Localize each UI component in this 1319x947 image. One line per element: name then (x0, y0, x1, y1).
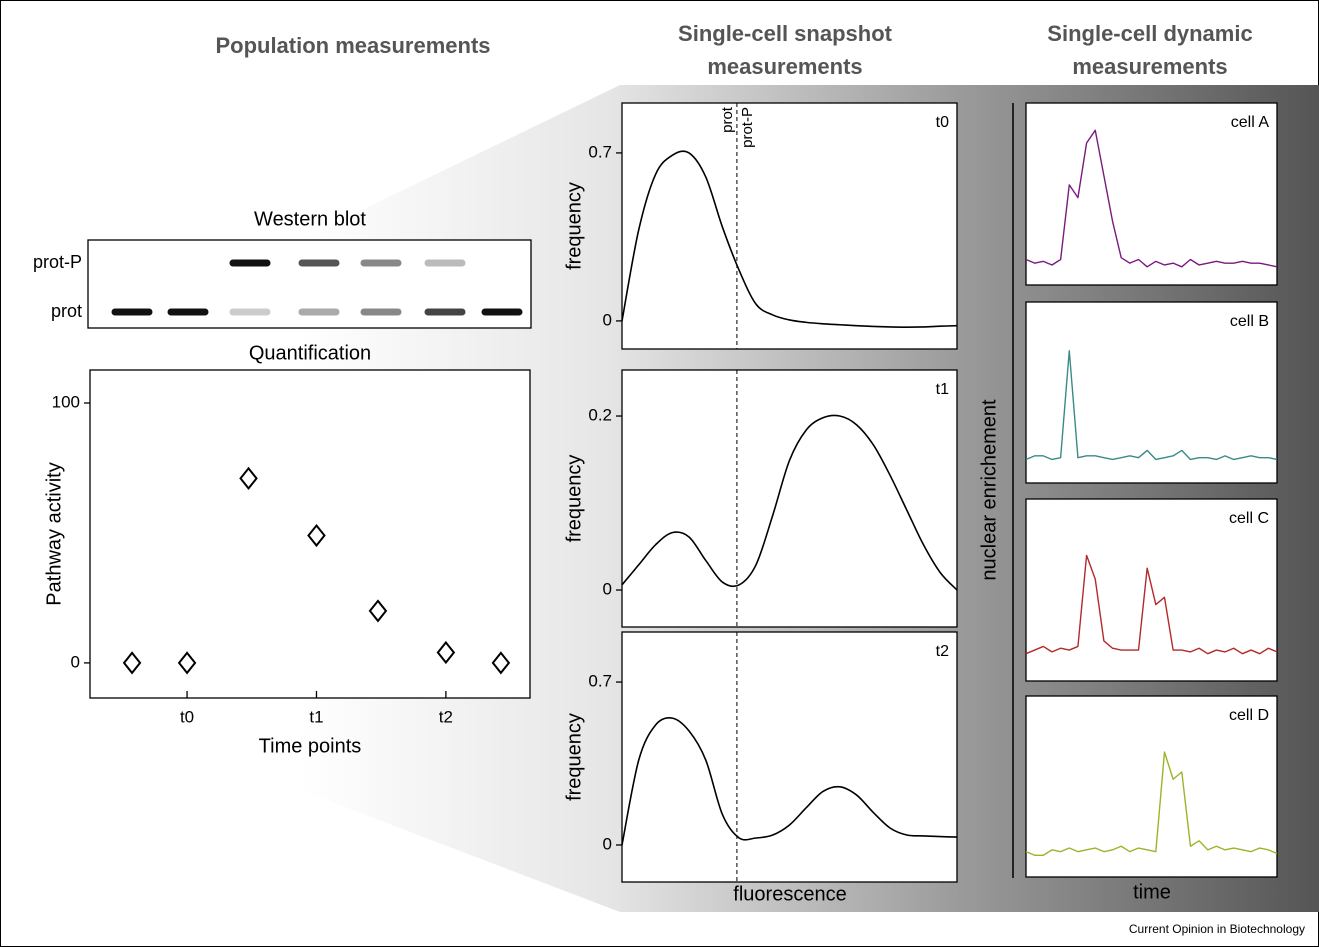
figure: Population measurements Single-cell snap… (0, 0, 1319, 947)
blot-title: Western blot (254, 208, 366, 230)
x-tick-label: t2 (439, 707, 453, 726)
y-axis-label: frequency (563, 713, 585, 801)
x-tick-label: t0 (180, 707, 194, 726)
plot-area (622, 632, 957, 882)
panel-label: t1 (936, 381, 949, 398)
heading: Population measurements (215, 33, 490, 58)
y-axis-label: frequency (563, 182, 585, 270)
annotation: prot (719, 106, 736, 133)
plot-area (622, 370, 957, 627)
y-axis-label: nuclear enrichement (978, 399, 1000, 581)
panel-label: t0 (936, 114, 949, 131)
heading: Single-cell dynamic (1047, 21, 1252, 46)
y-tick-label: 0.7 (588, 672, 612, 691)
chart-title: Quantification (249, 342, 371, 364)
y-tick-label: 100 (52, 392, 80, 411)
footer: Current Opinion in Biotechnology (1129, 922, 1305, 936)
y-tick-label: 0.7 (588, 142, 612, 161)
panel-label: cell D (1229, 707, 1269, 724)
y-tick-label: 0.2 (588, 406, 612, 425)
y-tick-label: 0 (603, 310, 612, 329)
blot-row-label: prot (51, 301, 82, 321)
panel-label: t2 (936, 643, 949, 660)
blot-row-label: prot-P (33, 252, 82, 272)
x-tick-label: t1 (309, 707, 323, 726)
heading: measurements (707, 54, 862, 79)
heading: Single-cell snapshot (678, 21, 893, 46)
y-axis-label: frequency (563, 455, 585, 543)
y-tick-label: 0 (71, 652, 80, 671)
panel-label: cell C (1229, 510, 1269, 527)
x-axis-label: Time points (259, 735, 362, 757)
x-axis-label: time (1133, 881, 1171, 903)
y-tick-label: 0 (603, 580, 612, 599)
y-axis-label: Pathway activity (43, 462, 65, 605)
heading: measurements (1072, 54, 1227, 79)
y-tick-label: 0 (603, 834, 612, 853)
panel-label: cell B (1230, 313, 1269, 330)
plot-area (622, 103, 957, 349)
annotation: prot-P (739, 107, 756, 148)
panel-label: cell A (1231, 114, 1270, 131)
x-axis-label: fluorescence (733, 883, 846, 905)
